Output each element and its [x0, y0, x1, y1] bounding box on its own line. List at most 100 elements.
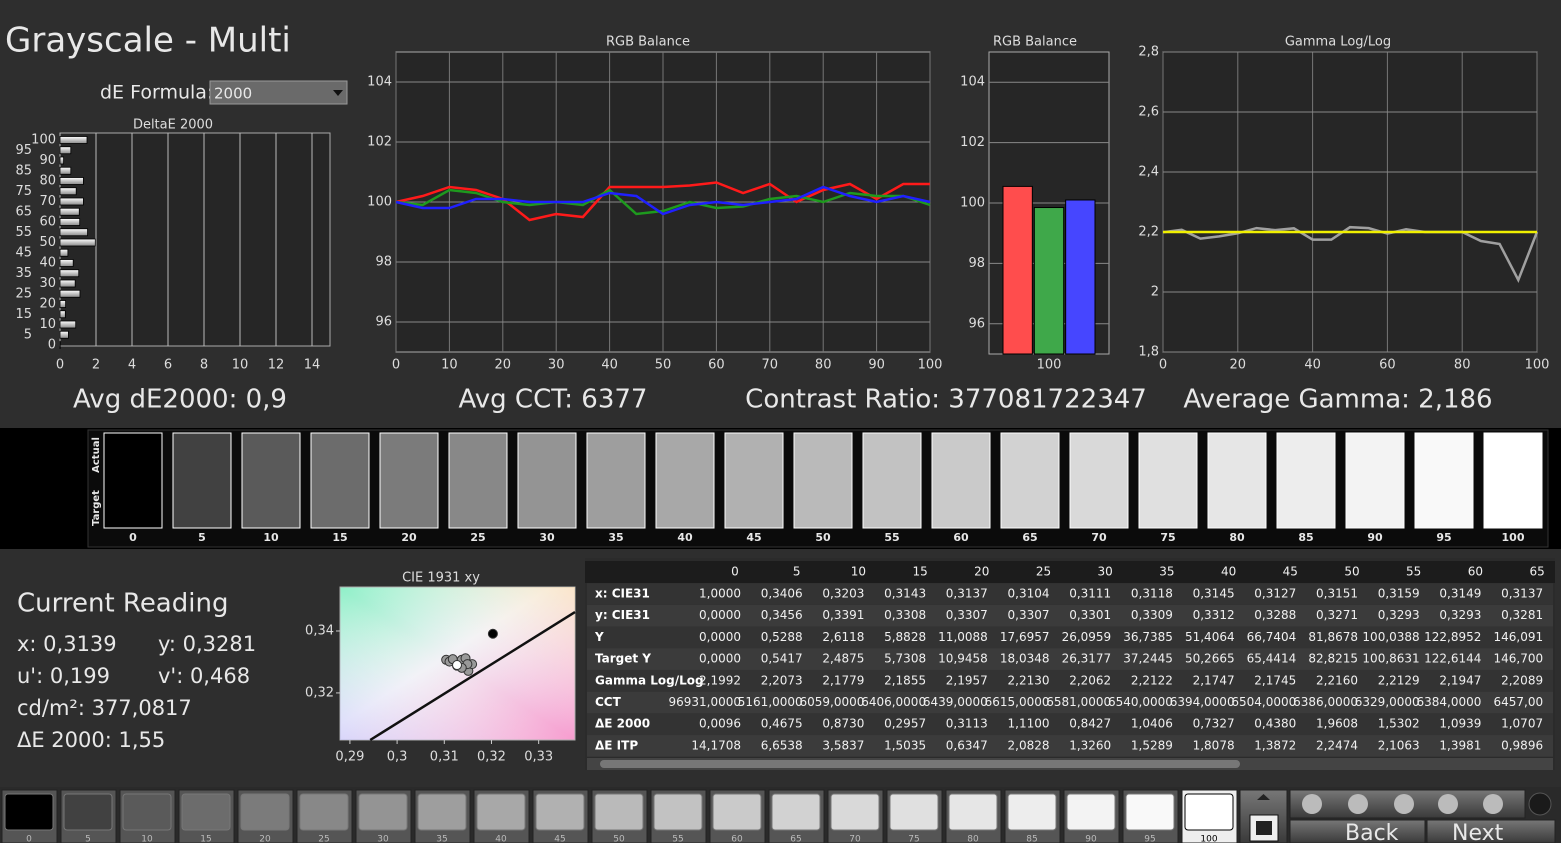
table-cell: 0,3312: [1193, 608, 1235, 622]
y-tick-label: 100: [960, 196, 985, 211]
table-cell: 0,3149: [1439, 587, 1481, 601]
y-tick-label: 0,32: [305, 685, 334, 700]
column-header: 45: [1283, 565, 1298, 579]
swatch-label: 80: [1229, 531, 1245, 544]
table-cell: 0,5417: [761, 652, 803, 666]
table-cell: 65,4414: [1247, 652, 1297, 666]
scroll-thumb[interactable]: [600, 760, 1240, 768]
level-chip: [1125, 793, 1175, 831]
table-cell: 6329,0000: [1355, 695, 1420, 709]
back-button[interactable]: [1289, 819, 1426, 843]
table-cell: 6384,0000: [1416, 695, 1481, 709]
dropdown-arrow[interactable]: [333, 90, 343, 96]
table-cell: 0,3307: [946, 608, 988, 622]
table-cell: 1,3260: [1069, 738, 1111, 752]
bar: [59, 269, 80, 278]
bar: [1065, 199, 1096, 355]
table-cell: 2,2130: [1008, 673, 1050, 687]
x-tick-label: 90: [868, 358, 885, 373]
next-button[interactable]: [1426, 819, 1556, 843]
y-tick-label: 85: [15, 163, 32, 178]
y-tick-label: 20: [39, 297, 56, 312]
chart-title: DeltaE 2000: [133, 118, 213, 133]
table-cell: 146,091: [1493, 630, 1543, 644]
back-label[interactable]: Back: [1345, 821, 1399, 843]
level-chip: [476, 793, 526, 831]
level-chip: [417, 793, 467, 831]
table-cell: 0,2957: [884, 717, 926, 731]
bar: [59, 166, 72, 175]
series-line: [1162, 225, 1539, 284]
level-chip: [1184, 793, 1234, 831]
swatch-label: 10: [263, 531, 279, 544]
table-cell: 2,1779: [822, 673, 864, 687]
reading-value: y: 0,3281: [158, 632, 256, 656]
swatch-label: 35: [608, 531, 623, 544]
y-tick-label: 104: [960, 75, 985, 90]
swatch: [931, 432, 991, 529]
table-cell: 0,4380: [1254, 717, 1296, 731]
x-tick-label: 8: [200, 358, 208, 373]
swatch: [1207, 432, 1267, 529]
level-label: 75: [908, 835, 919, 843]
reading-value: cd/m²: 377,0817: [17, 696, 192, 720]
x-tick-label: 0: [1159, 358, 1167, 373]
row-label: ΔE ITP: [595, 738, 638, 752]
table-row: [587, 604, 1553, 627]
y-tick-label: 60: [39, 215, 56, 230]
table-cell: 2,2122: [1131, 673, 1173, 687]
range-button[interactable]: [1394, 794, 1414, 814]
planckian-locus: [369, 611, 576, 742]
chart-title: Gamma Log/Log: [1285, 35, 1391, 50]
level-chip: [63, 793, 113, 831]
swatch-label: 45: [746, 531, 761, 544]
bar: [59, 146, 72, 155]
level-chip: [889, 793, 939, 831]
formula-label: dE Formula:: [100, 82, 213, 104]
table-cell: 17,6957: [1000, 630, 1050, 644]
level-label: 95: [1144, 835, 1155, 843]
y-tick-label: 2,8: [1138, 45, 1159, 60]
level-label: 80: [967, 835, 979, 843]
stop-icon: [1256, 821, 1272, 835]
table-cell: 0,0000: [699, 652, 741, 666]
formula-dropdown[interactable]: 2000: [209, 80, 348, 105]
level-label: 70: [849, 835, 861, 843]
table-cell: 6457,00: [1493, 695, 1543, 709]
settings-button[interactable]: [1528, 792, 1552, 816]
table-cell: 26,0959: [1062, 630, 1112, 644]
table-cell: 81,8678: [1308, 630, 1358, 644]
swatch: [1138, 432, 1198, 529]
refresh-button[interactable]: [1483, 794, 1503, 814]
x-tick-label: 0,31: [430, 750, 459, 765]
dropdown-value[interactable]: 2000: [214, 85, 252, 103]
y-tick-label: 35: [15, 266, 32, 281]
swatch: [379, 432, 439, 529]
table-cell: 1,0000: [699, 587, 741, 601]
dropdown-box[interactable]: [209, 80, 348, 105]
table-cell: 0,3203: [822, 587, 864, 601]
level-chip: [299, 793, 349, 831]
level-chip: [712, 793, 762, 831]
next-label[interactable]: Next: [1452, 821, 1504, 843]
column-header: 25: [1036, 565, 1051, 579]
level-chip: [594, 793, 644, 831]
row-label: ΔE 2000: [595, 717, 650, 731]
record-button[interactable]: [1302, 794, 1322, 814]
table-cell: 2,2160: [1316, 673, 1358, 687]
stat: Avg CCT: 6377: [459, 385, 648, 415]
loop-button[interactable]: [1438, 794, 1458, 814]
play-button[interactable]: [1348, 794, 1368, 814]
level-label: 15: [200, 835, 211, 843]
stat: Contrast Ratio: 377081722347: [745, 385, 1147, 415]
series-line: [395, 188, 931, 216]
table-cell: 0,8730: [822, 717, 864, 731]
level-label: 40: [495, 835, 507, 843]
table-cell: 0,3293: [1378, 608, 1420, 622]
table-cell: 2,2073: [761, 673, 803, 687]
table-cell: 100,8631: [1362, 652, 1419, 666]
table-cell: 6386,0000: [1293, 695, 1358, 709]
level-chip: [1007, 793, 1057, 831]
chart-title: CIE 1931 xy: [402, 571, 480, 586]
table-cell: 1,0939: [1439, 717, 1481, 731]
